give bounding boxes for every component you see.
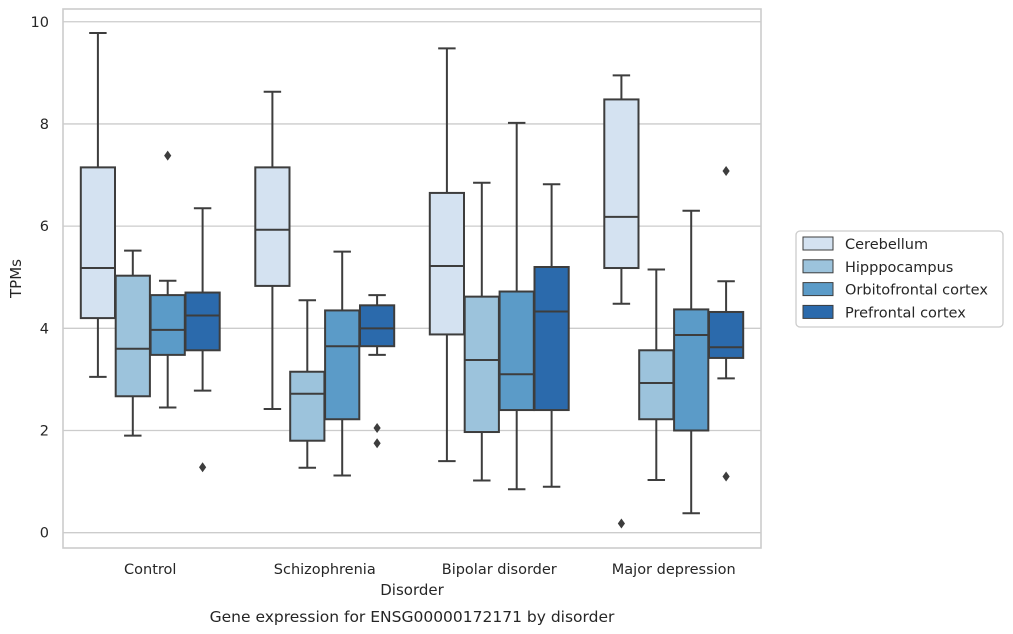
legend-label: Orbitofrontal cortex	[845, 283, 988, 299]
y-tick-label: 10	[31, 15, 49, 31]
y-tick-label: 0	[40, 526, 49, 542]
box-orbitofrontal-cortex	[673, 209, 710, 515]
box-orbitofrontal-cortex	[324, 250, 361, 477]
box-iqr	[498, 290, 535, 412]
box-prefrontal-cortex	[533, 183, 570, 488]
box-iqr	[428, 191, 466, 336]
box-cerebellum	[254, 90, 291, 411]
box-hipppocampus	[638, 268, 675, 482]
outlier-point	[617, 518, 625, 529]
plot-frame	[62, 8, 762, 549]
box-iqr	[114, 274, 151, 398]
legend-frame	[795, 230, 1004, 328]
box-hipppocampus	[289, 299, 326, 469]
legend-label: Cerebellum	[845, 237, 928, 253]
outlier-point	[373, 422, 381, 433]
box-hipppocampus	[463, 181, 500, 482]
box-iqr	[463, 295, 500, 434]
chart-caption: Gene expression for ENSG00000172171 by d…	[210, 608, 615, 626]
outlier-point	[199, 462, 207, 473]
y-tick-label: 4	[40, 321, 49, 337]
legend: Cerebellum Hipppocampus Orbitofrontal cort…	[795, 230, 1004, 328]
y-axis-label: TPMs	[7, 259, 25, 299]
box-cerebellum	[428, 47, 466, 463]
box-iqr	[254, 166, 291, 287]
outlier-point	[722, 471, 730, 482]
x-tick-labels: Control Schizophrenia Bipolar disorder Majo…	[124, 562, 736, 578]
outlier-point	[373, 438, 381, 449]
box-prefrontal-cortex	[358, 294, 396, 449]
x-axis-label: Disorder	[380, 581, 444, 599]
box-prefrontal-cortex	[184, 207, 221, 473]
legend-swatch	[802, 304, 834, 319]
y-tick-label: 6	[40, 219, 49, 235]
box-hipppocampus	[114, 249, 151, 437]
legend-label: Prefrontal cortex	[845, 305, 966, 321]
box-iqr	[603, 98, 640, 270]
box-iqr	[184, 291, 221, 352]
box-orbitofrontal-cortex	[149, 150, 186, 409]
box-iqr	[358, 304, 396, 348]
box-iqr	[533, 266, 570, 412]
y-tick-label: 2	[40, 423, 49, 439]
x-tick-label: Schizophrenia	[274, 562, 376, 578]
x-tick-label: Major depression	[612, 562, 736, 578]
legend-label: Hipppocampus	[845, 260, 953, 276]
box-cerebellum	[603, 74, 640, 529]
box-prefrontal-cortex	[707, 165, 745, 482]
x-tick-label: Control	[124, 562, 176, 578]
x-tick-label: Bipolar disorder	[442, 562, 557, 578]
box-iqr	[149, 294, 186, 356]
y-tick-label: 8	[40, 117, 49, 133]
box-orbitofrontal-cortex	[498, 121, 535, 491]
box-iqr	[707, 310, 745, 359]
outlier-point	[722, 165, 730, 176]
box-iqr	[673, 308, 710, 432]
y-tick-labels: 0 2 4 6 8 10	[31, 15, 49, 542]
box-iqr	[324, 309, 361, 421]
legend-swatch	[802, 236, 834, 251]
legend-swatch	[802, 259, 834, 274]
legend-swatch	[802, 282, 834, 297]
box-iqr	[289, 370, 326, 442]
box-cerebellum	[79, 32, 117, 378]
box-iqr	[638, 349, 675, 421]
box-iqr	[79, 166, 117, 320]
outlier-point	[164, 150, 172, 161]
box-groups	[79, 32, 745, 529]
